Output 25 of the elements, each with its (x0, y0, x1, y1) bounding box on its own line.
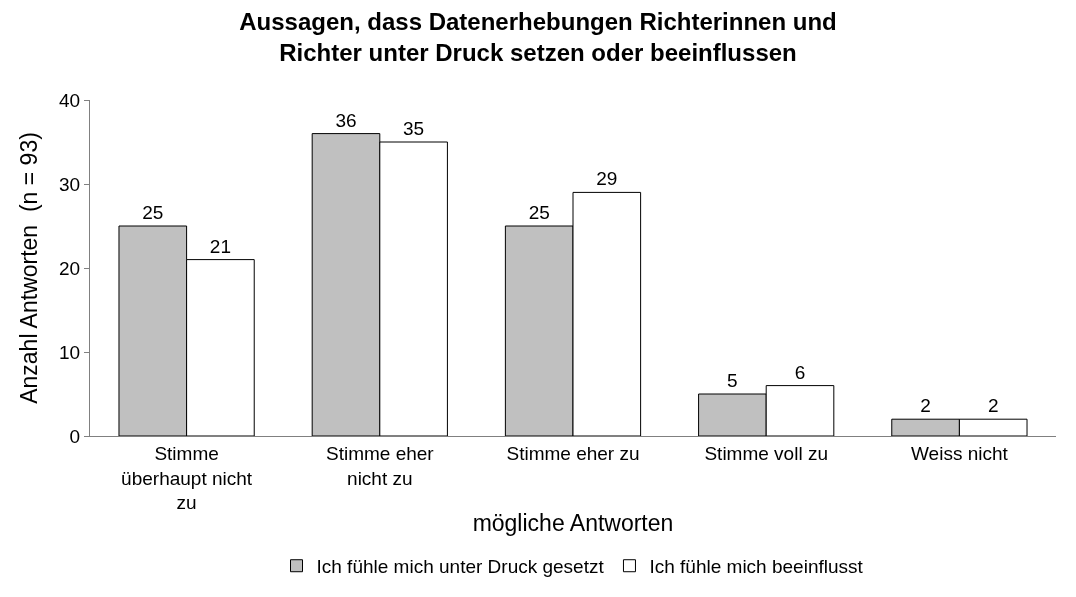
data-label: 6 (794, 361, 806, 383)
y-tick-label: 10 (59, 341, 81, 363)
legend-label: Ich fühle mich unter Druck gesetzt (316, 556, 605, 578)
data-label: 29 (596, 168, 618, 190)
y-tick-label: 40 (59, 89, 81, 111)
data-label: 2 (987, 395, 999, 417)
x-tick-label: Stimme überhaupt nicht zu (121, 442, 253, 514)
data-label: 25 (528, 202, 550, 223)
data-label: 36 (335, 109, 357, 131)
x-tick-label: Stimme voll zu (704, 442, 828, 464)
x-tick-label: Stimme eher zu (506, 442, 640, 464)
chart-title: Aussagen, dass Datenerhebungen Richterinnen und Richter unter Druck setzen oder beeinflussen (239, 7, 837, 67)
data-label: 21 (209, 235, 231, 257)
x-tick-label: Stimme eher nicht zu (325, 442, 435, 489)
x-tick-label: Weiss nicht (911, 442, 1009, 464)
y-tick-label: 30 (59, 173, 81, 195)
data-label: 5 (727, 370, 738, 391)
y-tick-label: 20 (59, 257, 81, 279)
x-axis-title: mögliche Antworten (472, 509, 674, 536)
data-label: 2 (920, 395, 931, 417)
y-axis-title: Anzahl Antworten (n = 93) (15, 132, 42, 404)
y-tick-label: 0 (69, 425, 81, 447)
data-label: 35 (403, 118, 425, 139)
data-label: 25 (142, 202, 164, 223)
legend-label: Ich fühle mich beeinflusst (649, 556, 864, 578)
